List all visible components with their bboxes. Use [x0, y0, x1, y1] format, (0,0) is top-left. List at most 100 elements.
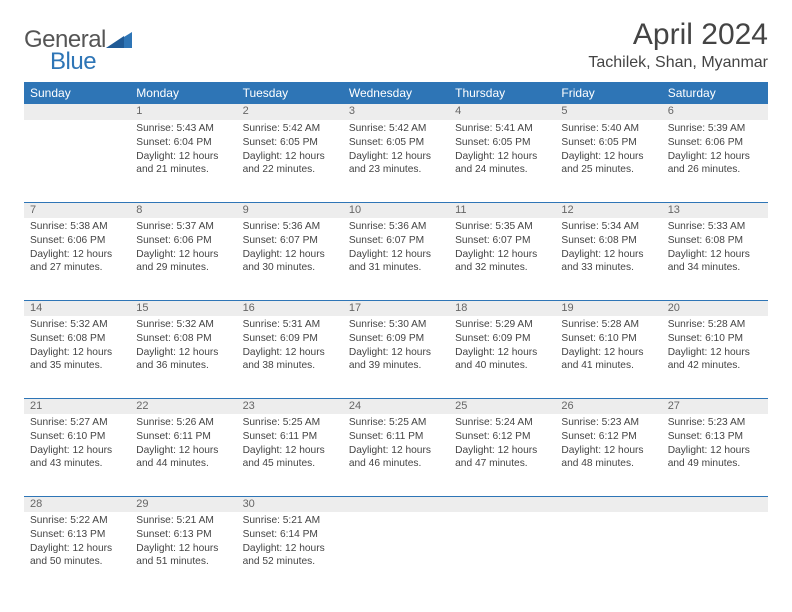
day-number-cell: 4	[449, 104, 555, 120]
day-cell: Sunrise: 5:41 AMSunset: 6:05 PMDaylight:…	[449, 120, 555, 202]
day-cell: Sunrise: 5:24 AMSunset: 6:12 PMDaylight:…	[449, 414, 555, 496]
day-cell: Sunrise: 5:39 AMSunset: 6:06 PMDaylight:…	[662, 120, 768, 202]
day-detail-line: Daylight: 12 hours and 21 minutes.	[136, 150, 230, 178]
day-detail-line: Sunrise: 5:39 AM	[668, 122, 762, 136]
day-number-cell: 8	[130, 202, 236, 218]
day-detail-line: Sunset: 6:10 PM	[668, 332, 762, 346]
day-detail-line: Sunrise: 5:29 AM	[455, 318, 549, 332]
day-cell-body: Sunrise: 5:23 AMSunset: 6:12 PMDaylight:…	[555, 414, 661, 475]
month-title: April 2024	[588, 18, 768, 52]
day-cell-body: Sunrise: 5:32 AMSunset: 6:08 PMDaylight:…	[130, 316, 236, 377]
day-detail-line: Daylight: 12 hours and 23 minutes.	[349, 150, 443, 178]
day-number-cell: 23	[237, 398, 343, 414]
day-cell: Sunrise: 5:42 AMSunset: 6:05 PMDaylight:…	[237, 120, 343, 202]
day-detail-line: Sunset: 6:05 PM	[561, 136, 655, 150]
day-cell: Sunrise: 5:23 AMSunset: 6:12 PMDaylight:…	[555, 414, 661, 496]
day-cell-body: Sunrise: 5:22 AMSunset: 6:13 PMDaylight:…	[24, 512, 130, 573]
day-number-cell: 1	[130, 104, 236, 120]
day-detail-line: Sunrise: 5:36 AM	[243, 220, 337, 234]
day-cell: Sunrise: 5:31 AMSunset: 6:09 PMDaylight:…	[237, 316, 343, 398]
day-detail-line: Daylight: 12 hours and 35 minutes.	[30, 346, 124, 374]
day-detail-line: Sunrise: 5:36 AM	[349, 220, 443, 234]
day-number-cell: 10	[343, 202, 449, 218]
day-detail-line: Sunset: 6:07 PM	[455, 234, 549, 248]
day-number-row: 14151617181920	[24, 300, 768, 316]
day-cell-body: Sunrise: 5:25 AMSunset: 6:11 PMDaylight:…	[237, 414, 343, 475]
day-number-cell: 11	[449, 202, 555, 218]
day-number-cell: 19	[555, 300, 661, 316]
day-detail-line: Sunset: 6:09 PM	[243, 332, 337, 346]
day-cell: Sunrise: 5:32 AMSunset: 6:08 PMDaylight:…	[24, 316, 130, 398]
day-detail-line: Sunset: 6:05 PM	[243, 136, 337, 150]
header: General Blue April 2024 Tachilek, Shan, …	[24, 18, 768, 76]
day-cell: Sunrise: 5:43 AMSunset: 6:04 PMDaylight:…	[130, 120, 236, 202]
day-detail-line: Sunset: 6:10 PM	[30, 430, 124, 444]
day-detail-line: Daylight: 12 hours and 45 minutes.	[243, 444, 337, 472]
logo-text-blue: Blue	[50, 48, 132, 76]
day-cell-body: Sunrise: 5:23 AMSunset: 6:13 PMDaylight:…	[662, 414, 768, 475]
day-detail-line: Sunset: 6:11 PM	[136, 430, 230, 444]
day-detail-line: Sunrise: 5:32 AM	[136, 318, 230, 332]
day-detail-line: Sunrise: 5:25 AM	[243, 416, 337, 430]
day-number-cell: 17	[343, 300, 449, 316]
day-cell-body: Sunrise: 5:43 AMSunset: 6:04 PMDaylight:…	[130, 120, 236, 181]
day-cell-body: Sunrise: 5:37 AMSunset: 6:06 PMDaylight:…	[130, 218, 236, 279]
day-detail-line: Sunrise: 5:38 AM	[30, 220, 124, 234]
title-block: April 2024 Tachilek, Shan, Myanmar	[588, 18, 768, 72]
day-number-row: 282930	[24, 496, 768, 512]
day-detail-line: Sunset: 6:06 PM	[30, 234, 124, 248]
day-detail-line: Sunrise: 5:42 AM	[349, 122, 443, 136]
day-cell-body: Sunrise: 5:33 AMSunset: 6:08 PMDaylight:…	[662, 218, 768, 279]
day-cell-body	[24, 120, 130, 126]
day-detail-line: Sunrise: 5:32 AM	[30, 318, 124, 332]
day-detail-line: Sunset: 6:13 PM	[136, 528, 230, 542]
day-cell: Sunrise: 5:28 AMSunset: 6:10 PMDaylight:…	[555, 316, 661, 398]
day-detail-line: Sunset: 6:07 PM	[349, 234, 443, 248]
day-detail-line: Sunrise: 5:27 AM	[30, 416, 124, 430]
day-detail-line: Sunrise: 5:22 AM	[30, 514, 124, 528]
day-cell: Sunrise: 5:23 AMSunset: 6:13 PMDaylight:…	[662, 414, 768, 496]
day-cell: Sunrise: 5:25 AMSunset: 6:11 PMDaylight:…	[237, 414, 343, 496]
day-cell-body: Sunrise: 5:34 AMSunset: 6:08 PMDaylight:…	[555, 218, 661, 279]
day-detail-line: Sunrise: 5:21 AM	[136, 514, 230, 528]
day-detail-line: Daylight: 12 hours and 26 minutes.	[668, 150, 762, 178]
day-cell	[662, 512, 768, 594]
day-number-cell: 20	[662, 300, 768, 316]
logo-triangle-icon	[106, 30, 132, 50]
day-detail-line: Daylight: 12 hours and 47 minutes.	[455, 444, 549, 472]
day-number-cell: 24	[343, 398, 449, 414]
day-detail-line: Sunrise: 5:28 AM	[561, 318, 655, 332]
day-number-cell	[343, 496, 449, 512]
day-detail-line: Daylight: 12 hours and 25 minutes.	[561, 150, 655, 178]
day-detail-line: Daylight: 12 hours and 51 minutes.	[136, 542, 230, 570]
day-detail-line: Daylight: 12 hours and 40 minutes.	[455, 346, 549, 374]
day-cell-body: Sunrise: 5:36 AMSunset: 6:07 PMDaylight:…	[237, 218, 343, 279]
logo: General Blue	[24, 18, 132, 76]
day-detail-line: Daylight: 12 hours and 50 minutes.	[30, 542, 124, 570]
day-content-row: Sunrise: 5:43 AMSunset: 6:04 PMDaylight:…	[24, 120, 768, 202]
weekday-header: Monday	[130, 82, 236, 104]
day-detail-line: Sunset: 6:10 PM	[561, 332, 655, 346]
day-detail-line: Daylight: 12 hours and 31 minutes.	[349, 248, 443, 276]
day-detail-line: Sunrise: 5:31 AM	[243, 318, 337, 332]
day-number-cell	[24, 104, 130, 120]
day-number-cell: 16	[237, 300, 343, 316]
day-cell: Sunrise: 5:34 AMSunset: 6:08 PMDaylight:…	[555, 218, 661, 300]
day-detail-line: Daylight: 12 hours and 48 minutes.	[561, 444, 655, 472]
day-detail-line: Sunset: 6:05 PM	[349, 136, 443, 150]
day-cell: Sunrise: 5:38 AMSunset: 6:06 PMDaylight:…	[24, 218, 130, 300]
day-detail-line: Daylight: 12 hours and 27 minutes.	[30, 248, 124, 276]
day-cell: Sunrise: 5:40 AMSunset: 6:05 PMDaylight:…	[555, 120, 661, 202]
day-cell-body	[343, 512, 449, 518]
day-cell: Sunrise: 5:33 AMSunset: 6:08 PMDaylight:…	[662, 218, 768, 300]
day-detail-line: Sunrise: 5:43 AM	[136, 122, 230, 136]
day-detail-line: Sunset: 6:08 PM	[561, 234, 655, 248]
day-cell: Sunrise: 5:32 AMSunset: 6:08 PMDaylight:…	[130, 316, 236, 398]
day-detail-line: Sunrise: 5:23 AM	[561, 416, 655, 430]
day-detail-line: Sunrise: 5:30 AM	[349, 318, 443, 332]
day-detail-line: Sunset: 6:11 PM	[349, 430, 443, 444]
day-detail-line: Sunrise: 5:37 AM	[136, 220, 230, 234]
day-cell	[343, 512, 449, 594]
day-cell: Sunrise: 5:36 AMSunset: 6:07 PMDaylight:…	[237, 218, 343, 300]
day-detail-line: Sunset: 6:11 PM	[243, 430, 337, 444]
